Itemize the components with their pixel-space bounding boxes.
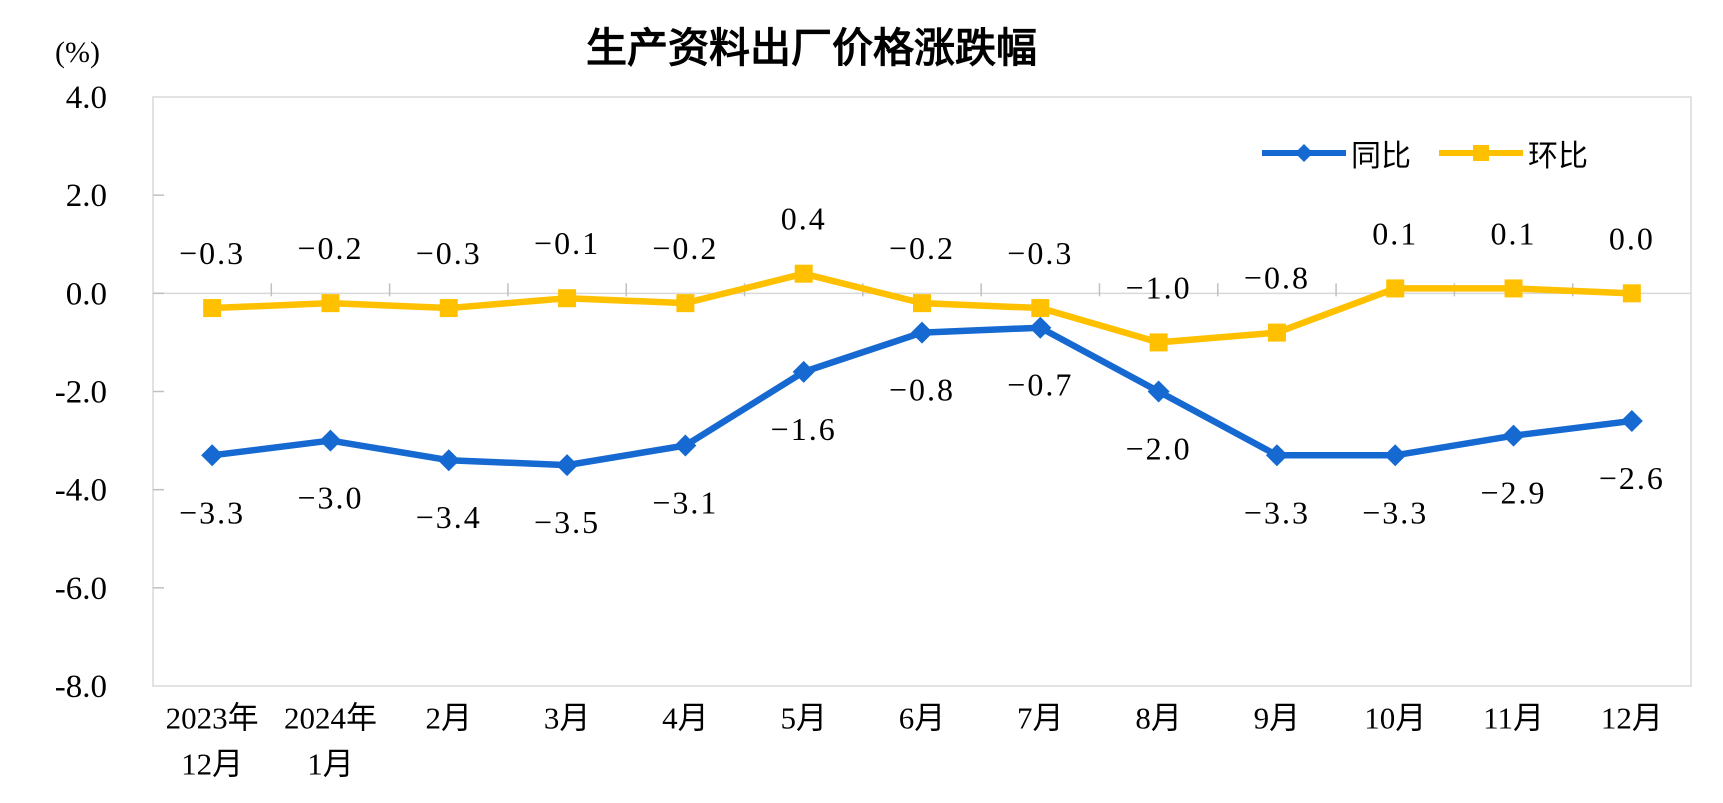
yoy-marker (556, 454, 579, 477)
mom-marker (439, 299, 458, 318)
yoy-data-label: −3.5 (534, 504, 600, 540)
mom-data-label: −0.3 (1007, 235, 1073, 271)
mom-data-label: −0.1 (534, 225, 600, 261)
legend-label-mom: 环比 (1528, 140, 1588, 173)
yoy-data-label: −3.3 (179, 494, 245, 530)
yoy-data-label: −3.3 (1244, 494, 1310, 530)
yoy-data-label: −0.8 (889, 372, 955, 408)
diamond-icon (1295, 144, 1313, 162)
yoy-data-label: −2.0 (1126, 431, 1192, 467)
yoy-marker (674, 434, 697, 457)
yoy-data-label: −1.6 (771, 411, 837, 447)
mom-marker (1149, 333, 1168, 352)
yoy-marker (911, 321, 933, 344)
yoy-data-label: −2.6 (1599, 460, 1665, 496)
yoy-marker (437, 449, 460, 472)
chart-title: 生产资料出厂价格涨跌幅 (586, 25, 1037, 71)
mom-data-label: −0.2 (652, 230, 718, 266)
yoy-data-label: −3.4 (416, 499, 482, 535)
x-tick-label: 2024年 (284, 701, 377, 736)
x-tick-label: 6月 (899, 701, 946, 736)
legend-label-yoy: 同比 (1351, 140, 1411, 173)
yoy-data-label: −2.9 (1481, 475, 1547, 511)
x-tick-label: 12月 (181, 747, 243, 782)
y-tick-label: 4.0 (66, 80, 107, 116)
x-tick-label: 2月 (426, 701, 473, 736)
x-tick-label: 11月 (1483, 701, 1544, 736)
x-tick-label: 9月 (1254, 701, 1301, 736)
mom-data-label: −1.0 (1126, 269, 1192, 305)
legend: 同比 环比 (1260, 131, 1588, 175)
yoy-marker (201, 444, 224, 467)
x-tick-label: 1月 (307, 747, 354, 782)
yoy-marker (1502, 424, 1525, 447)
x-tick-label: 7月 (1017, 701, 1064, 736)
yoy-line-diamond-icon (1262, 144, 1346, 162)
yoy-marker (1029, 316, 1052, 339)
x-tick-label: 8月 (1135, 701, 1182, 736)
y-axis-unit-label: (%) (55, 36, 100, 69)
x-tick-label: 5月 (780, 701, 827, 736)
mom-marker (1386, 279, 1405, 298)
mom-marker (1267, 323, 1286, 342)
x-tick-label: 2023年 (166, 701, 259, 736)
yoy-marker (1265, 444, 1288, 467)
mom-marker (203, 299, 222, 318)
x-tick-label: 3月 (544, 701, 591, 736)
x-tick-label: 10月 (1364, 701, 1426, 736)
yoy-marker (1620, 409, 1643, 432)
mom-data-label: −0.3 (416, 235, 482, 271)
yoy-marker (792, 360, 815, 383)
mom-marker (1622, 284, 1641, 303)
mom-data-label: −0.2 (297, 230, 363, 266)
y-tick-label: -8.0 (55, 669, 107, 705)
mom-marker (913, 294, 931, 313)
y-tick-label: -6.0 (55, 571, 107, 607)
mom-marker (1504, 279, 1523, 298)
mom-data-label: 0.4 (781, 201, 827, 237)
square-icon (1473, 145, 1489, 161)
mom-marker (676, 294, 695, 313)
legend-item-yoy: 同比 (1260, 131, 1411, 175)
mom-marker (321, 294, 340, 313)
mom-marker (558, 289, 577, 308)
yoy-marker (1147, 380, 1170, 403)
mom-data-label: 0.1 (1372, 215, 1418, 251)
y-tick-label: 0.0 (66, 276, 107, 312)
mom-data-label: 0.0 (1609, 220, 1655, 256)
mom-marker (1031, 299, 1050, 318)
yoy-data-label: −3.3 (1362, 494, 1428, 530)
mom-data-label: −0.8 (1244, 260, 1310, 296)
mom-data-label: −0.2 (889, 230, 955, 266)
yoy-marker (319, 429, 342, 452)
y-tick-label: 2.0 (66, 178, 107, 214)
mom-marker (794, 264, 813, 283)
yoy-data-label: −3.1 (652, 484, 718, 520)
legend-item-mom: 环比 (1437, 131, 1588, 175)
yoy-data-label: −3.0 (297, 480, 363, 516)
yoy-marker (1384, 444, 1407, 467)
x-tick-label: 4月 (662, 701, 709, 736)
mom-data-label: −0.3 (179, 235, 245, 271)
x-tick-label: 12月 (1601, 701, 1663, 736)
mom-data-label: 0.1 (1491, 215, 1537, 251)
y-tick-label: -4.0 (55, 473, 107, 509)
y-tick-label: -2.0 (55, 375, 107, 411)
mom-line-square-icon (1439, 145, 1523, 161)
yoy-data-label: −0.7 (1007, 367, 1073, 403)
